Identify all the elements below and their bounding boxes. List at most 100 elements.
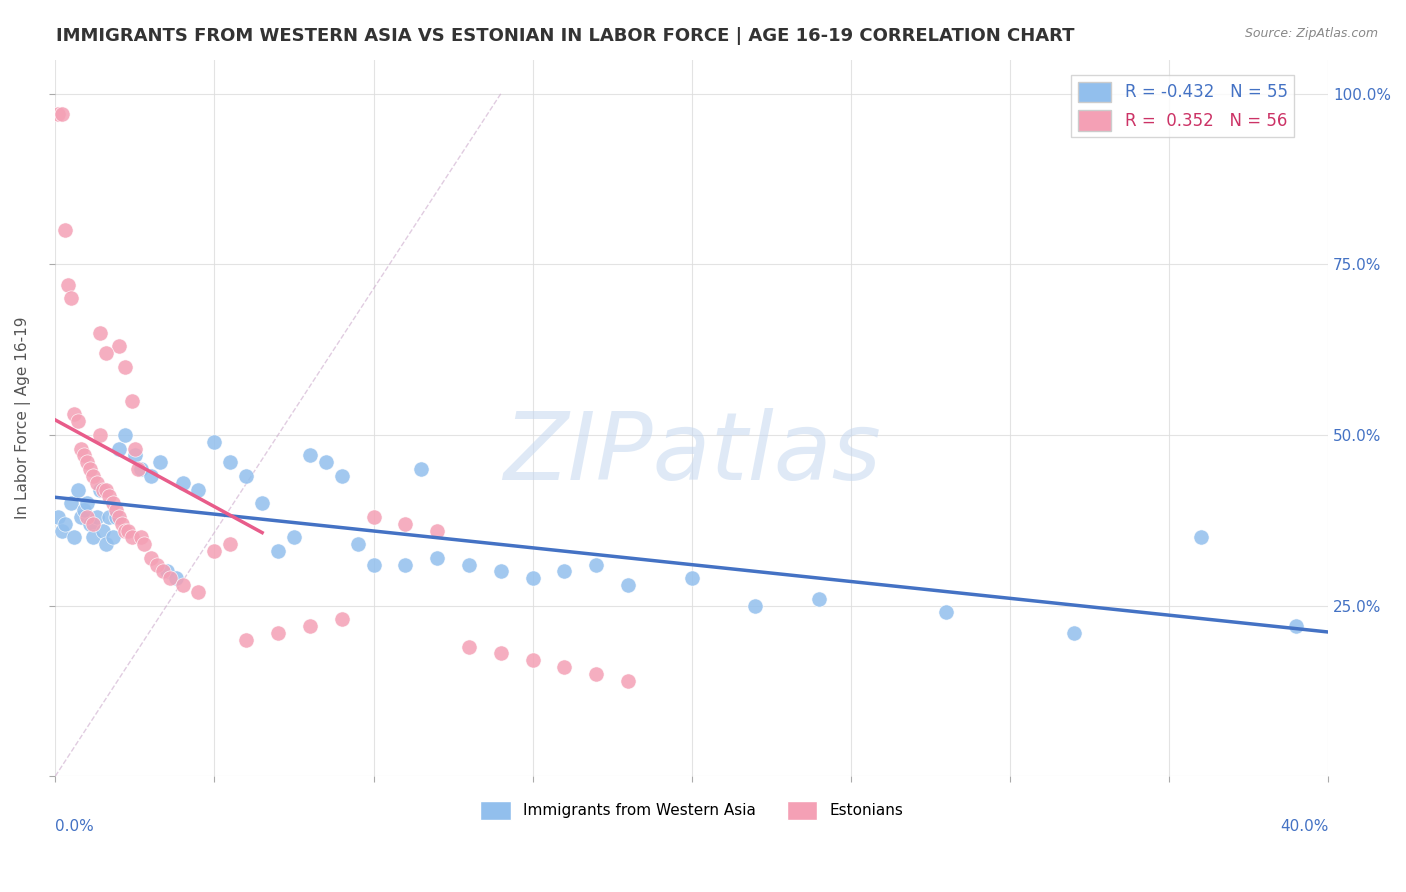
Point [117,524,139,538]
Point [808,591,831,606]
Point [101,530,124,544]
Point [315,455,337,469]
Point [91,483,114,497]
Point [411,462,433,476]
Point [51,524,73,538]
Point [86,475,108,490]
Point [585,666,607,681]
Point [51,107,73,121]
Point [66,483,89,497]
Point [96,346,118,360]
Point [76,455,98,469]
Point [1285,619,1308,633]
Point [134,537,156,551]
Point [1063,625,1085,640]
Point [121,393,143,408]
Text: 40.0%: 40.0% [1279,819,1329,834]
Point [89,326,111,340]
Point [48,509,70,524]
Point [744,599,766,613]
Point [219,537,242,551]
Y-axis label: In Labor Force | Age 16-19: In Labor Force | Age 16-19 [15,317,31,519]
Point [63,530,86,544]
Point [111,516,134,531]
Point [394,558,416,572]
Point [96,483,118,497]
Point [82,469,104,483]
Point [187,585,209,599]
Point [617,578,640,592]
Point [89,483,111,497]
Point [108,509,131,524]
Point [1189,530,1212,544]
Point [48,107,70,121]
Point [98,489,121,503]
Point [69,509,91,524]
Point [363,509,385,524]
Point [489,646,512,660]
Point [267,625,290,640]
Point [159,571,181,585]
Point [346,537,368,551]
Point [522,571,544,585]
Point [96,537,118,551]
Point [426,550,449,565]
Point [82,530,104,544]
Point [108,442,131,456]
Point [172,578,194,592]
Point [129,462,152,476]
Point [219,455,242,469]
Point [108,339,131,353]
Point [458,640,481,654]
Point [139,550,162,565]
Point [363,558,385,572]
Text: IMMIGRANTS FROM WESTERN ASIA VS ESTONIAN IN LABOR FORCE | AGE 16-19 CORRELATION : IMMIGRANTS FROM WESTERN ASIA VS ESTONIAN… [56,27,1074,45]
Point [298,449,321,463]
Point [267,544,290,558]
Point [458,558,481,572]
Point [121,530,143,544]
Point [156,565,179,579]
Point [202,434,225,449]
Point [152,565,174,579]
Point [165,571,187,585]
Point [202,544,225,558]
Point [330,612,353,626]
Point [76,496,98,510]
Point [553,660,575,674]
Point [82,516,104,531]
Point [489,565,512,579]
Point [127,462,149,476]
Point [69,442,91,456]
Point [63,408,86,422]
Point [553,565,575,579]
Point [73,449,96,463]
Legend: R = -0.432   N = 55, R =  0.352   N = 56: R = -0.432 N = 55, R = 0.352 N = 56 [1071,75,1295,137]
Point [53,223,76,237]
Point [394,516,416,531]
Point [104,503,127,517]
Point [522,653,544,667]
Point [124,442,146,456]
Point [172,475,194,490]
Point [101,496,124,510]
Point [79,462,101,476]
Point [298,619,321,633]
Point [129,530,152,544]
Point [235,469,257,483]
Point [73,503,96,517]
Point [76,509,98,524]
Point [89,428,111,442]
Point [235,632,257,647]
Point [250,496,273,510]
Point [617,673,640,688]
Text: ZIPatlas: ZIPatlas [503,409,880,500]
Point [98,509,121,524]
Point [114,428,136,442]
Point [66,414,89,428]
Point [330,469,353,483]
Point [60,496,83,510]
Point [935,606,957,620]
Point [187,483,209,497]
Text: 0.0%: 0.0% [55,819,94,834]
